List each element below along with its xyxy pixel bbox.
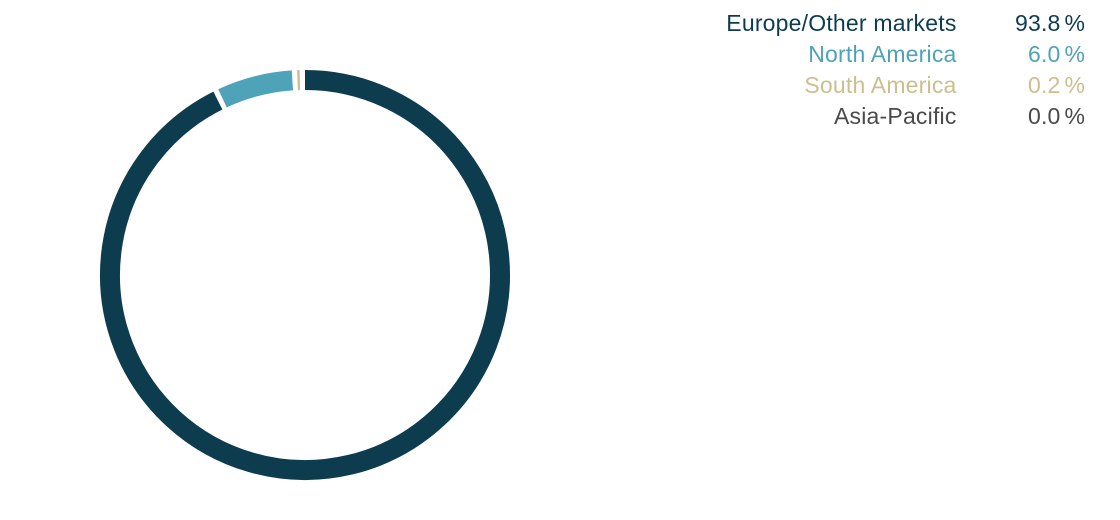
- legend-value: 93.8: [985, 10, 1061, 37]
- legend: Europe/Other markets 93.8% North America 6.…: [726, 10, 1085, 134]
- legend-label: Europe/Other markets: [726, 10, 956, 37]
- legend-label: Asia-Pacific: [834, 103, 957, 130]
- legend-value: 0.2: [985, 72, 1061, 99]
- legend-row: South America 0.2%: [726, 72, 1085, 99]
- legend-label: South America: [804, 72, 956, 99]
- percent-sign: %: [1065, 103, 1085, 130]
- legend-row: Europe/Other markets 93.8%: [726, 10, 1085, 37]
- legend-row: Asia-Pacific 0.0%: [726, 103, 1085, 130]
- donut-svg: [95, 65, 515, 485]
- percent-sign: %: [1065, 10, 1085, 37]
- donut-segment: [110, 80, 500, 470]
- legend-value: 0.0: [985, 103, 1061, 130]
- legend-row: North America 6.0%: [726, 41, 1085, 68]
- percent-sign: %: [1065, 41, 1085, 68]
- percent-sign: %: [1065, 72, 1085, 99]
- donut-chart: [95, 65, 515, 490]
- legend-value: 6.0: [985, 41, 1061, 68]
- donut-segment: [222, 80, 292, 98]
- legend-label: North America: [808, 41, 956, 68]
